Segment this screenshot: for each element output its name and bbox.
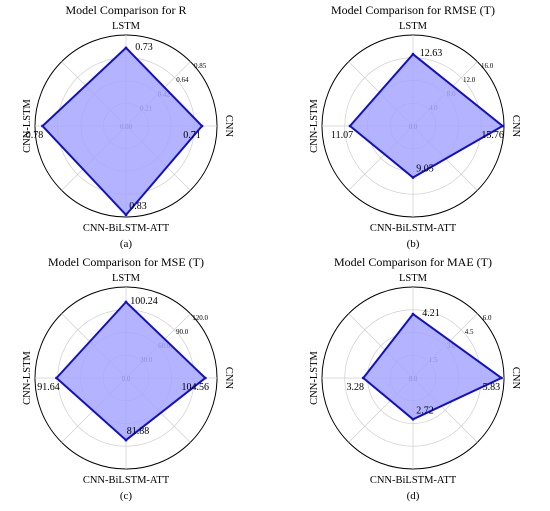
tick-label: 16.0 — [481, 62, 494, 70]
category-label: LSTM — [112, 273, 141, 284]
value-label: 0.83 — [129, 201, 147, 212]
data-point-0 — [411, 52, 415, 56]
value-label: 9.05 — [416, 163, 434, 174]
data-point-3 — [361, 376, 365, 380]
value-label: 81.88 — [127, 426, 150, 437]
series-polygon — [55, 300, 207, 442]
value-label: 100.24 — [130, 296, 158, 307]
category-label: CNN-LSTM — [22, 99, 33, 153]
radar-panel-3: Model Comparison for MSE (T)0.030.060.09… — [22, 255, 234, 502]
category-label: CNN — [223, 115, 234, 138]
panel-letter: (b) — [407, 238, 420, 250]
radar-panel-4: Model Comparison for MAE (T)0.01.53.04.5… — [309, 255, 521, 502]
value-label: 91.64 — [37, 382, 60, 393]
value-label: 0.73 — [135, 42, 153, 53]
data-point-1 — [501, 124, 505, 128]
category-label: CNN-BiLSTM-ATT — [370, 223, 457, 234]
panel-letter: (a) — [120, 238, 133, 250]
value-label: 5.83 — [483, 382, 501, 393]
tick-label: 0.64 — [176, 76, 189, 84]
value-label: 0.78 — [26, 130, 44, 141]
series-polygon — [41, 46, 204, 217]
category-label: LSTM — [112, 21, 141, 32]
tick-label: 90.0 — [176, 328, 189, 336]
value-label: 3.28 — [347, 382, 365, 393]
data-point-0 — [411, 312, 415, 316]
category-label: CNN — [510, 115, 521, 138]
data-point-2 — [411, 176, 415, 179]
value-label: 2.72 — [416, 405, 434, 416]
data-point-3 — [55, 376, 58, 380]
series-polygon — [361, 312, 504, 421]
data-point-2 — [124, 213, 128, 217]
data-point-2 — [124, 438, 128, 442]
tick-label: 120.0 — [192, 314, 208, 322]
value-label: 15.76 — [481, 130, 504, 141]
series-polygon — [348, 52, 505, 179]
value-label: 12.63 — [420, 48, 443, 59]
category-label: CNN-BiLSTM-ATT — [83, 475, 170, 486]
tick-label: 6.0 — [483, 314, 492, 322]
value-label: 11.07 — [331, 130, 353, 141]
chart-title: Model Comparison for MAE (T) — [334, 255, 492, 269]
tick-label: 4.5 — [465, 328, 474, 336]
category-label: LSTM — [399, 273, 428, 284]
value-label: 4.21 — [422, 308, 440, 319]
data-point-0 — [124, 300, 128, 304]
data-point-1 — [203, 376, 207, 380]
value-label: 0.71 — [183, 130, 201, 141]
radar-panel-2: Model Comparison for RMSE (T)0.04.08.012… — [309, 3, 521, 250]
panel-letter: (c) — [120, 490, 133, 502]
tick-label: 0.85 — [194, 62, 207, 70]
radar-panel-1: Model Comparison for R0.000.210.420.640.… — [22, 3, 234, 250]
category-label: CNN-BiLSTM-ATT — [83, 223, 170, 234]
data-point-1 — [200, 124, 204, 128]
category-label: CNN — [223, 367, 234, 390]
category-label: CNN-LSTM — [22, 351, 33, 405]
chart-title: Model Comparison for R — [66, 3, 187, 17]
data-point-1 — [500, 376, 503, 380]
category-label: CNN-BiLSTM-ATT — [370, 475, 457, 486]
panel-letter: (d) — [407, 490, 420, 502]
data-point-3 — [41, 124, 44, 128]
category-label: CNN — [510, 367, 521, 390]
data-point-2 — [411, 417, 415, 421]
data-point-3 — [348, 124, 352, 128]
value-label: 104.56 — [182, 382, 210, 393]
category-label: CNN-LSTM — [309, 351, 320, 405]
chart-title: Model Comparison for MSE (T) — [48, 255, 204, 269]
chart-title: Model Comparison for RMSE (T) — [331, 3, 495, 17]
category-label: CNN-LSTM — [309, 99, 320, 153]
tick-label: 12.0 — [463, 76, 476, 84]
data-point-0 — [124, 46, 128, 50]
category-label: LSTM — [399, 21, 428, 32]
